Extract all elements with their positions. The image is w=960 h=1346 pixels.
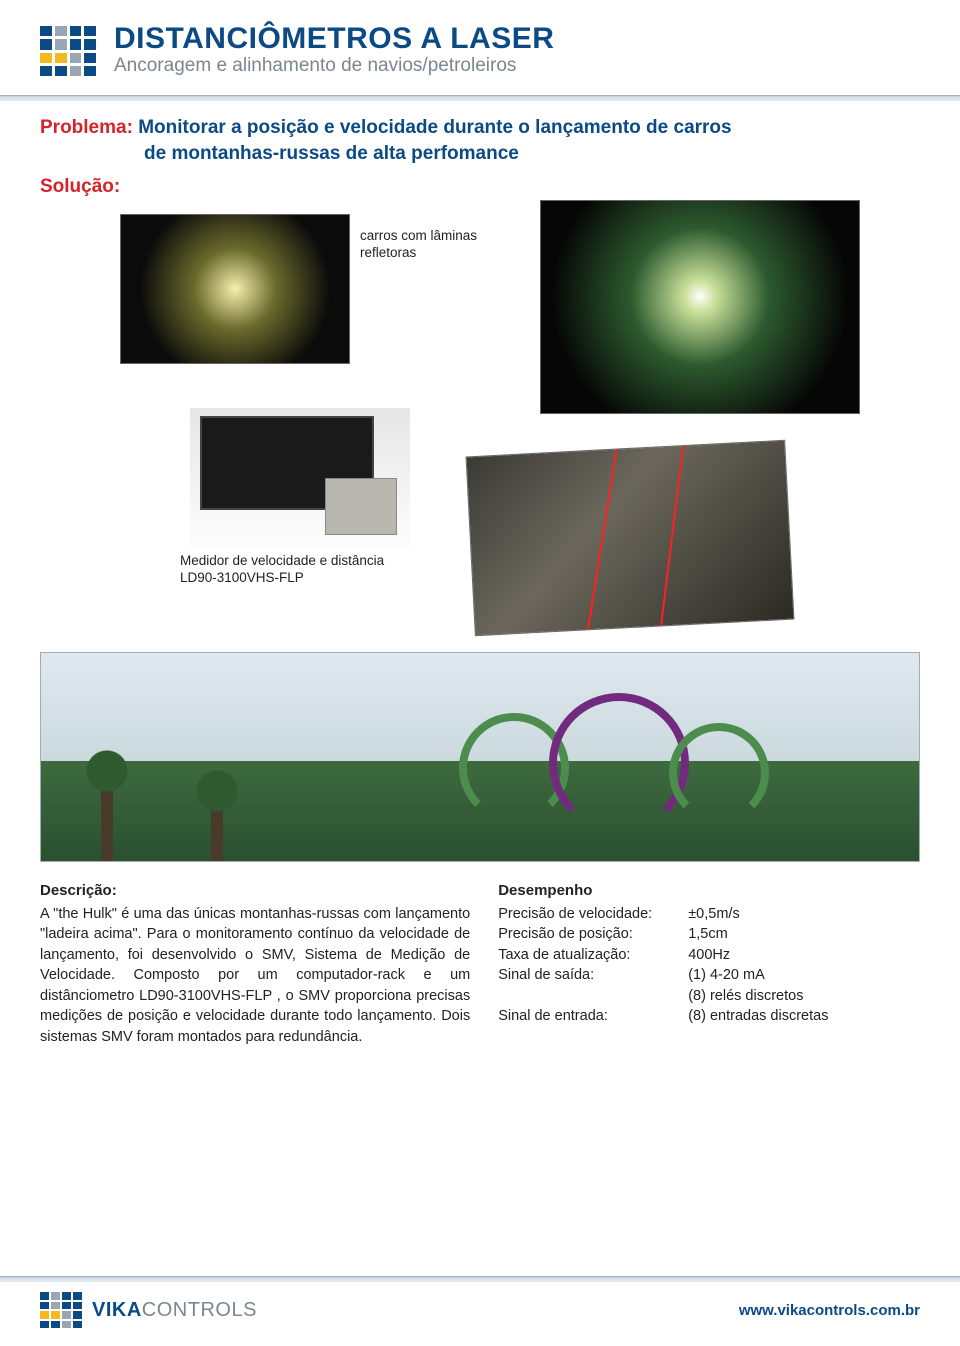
caption-device: Medidor de velocidade e distância LD90-3… [180,553,410,587]
spec-key: Sinal de entrada: [498,1006,688,1027]
header-titles: DISTANCIÔMETROS A LASER Ancoragem e alin… [114,22,554,77]
spec-value: 400Hz [688,945,920,966]
spec-key: Sinal de saída: [498,965,688,986]
image-device [190,408,410,548]
footer-brand-bold: VIKA [92,1299,142,1321]
page-subtitle: Ancoragem e alinhamento de navios/petrol… [114,55,554,77]
images-area: carros com lâminas refletoras Medidor de… [40,208,920,638]
spec-key: Precisão de velocidade: [498,904,688,925]
image-tunnel-1 [120,214,350,364]
description-column: Descrição: A "the Hulk" é uma das únicas… [40,880,470,1047]
page-header: DISTANCIÔMETROS A LASER Ancoragem e alin… [0,0,960,87]
description-heading: Descrição: [40,880,470,901]
problem-text-line2: de montanhas-russas de alta perfomance [144,141,519,167]
caption-reflectors: carros com lâminas refletoras [360,228,480,262]
spec-value: (8) relés discretos [688,986,920,1007]
spec-value: (8) entradas discretas [688,1006,920,1027]
page-footer: VIKACONTROLS www.vikacontrols.com.br [40,1292,920,1328]
divider-bottom [0,1276,960,1282]
footer-brand-text: VIKACONTROLS [92,1299,257,1322]
image-tunnel-2 [540,200,860,414]
image-panorama [40,652,920,862]
problem-block: Problema: Monitorar a posição e velocida… [40,115,920,166]
page-title: DISTANCIÔMETROS A LASER [114,22,554,55]
spec-row: Precisão de velocidade:±0,5m/s [498,904,920,925]
spec-value: 1,5cm [688,924,920,945]
performance-column: Desempenho Precisão de velocidade:±0,5m/… [498,880,920,1047]
spec-key: Taxa de atualização: [498,945,688,966]
problem-text-line1: Monitorar a posição e velocidade durante… [138,117,731,138]
spec-key [498,986,688,1007]
spec-row: Taxa de atualização:400Hz [498,945,920,966]
laser-line-icon [585,442,618,637]
divider-top [0,95,960,101]
spec-key: Precisão de posição: [498,924,688,945]
coaster-icon [459,683,799,833]
description-body: A "the Hulk" é uma das únicas montanhas-… [40,904,470,1048]
spec-row: Precisão de posição:1,5cm [498,924,920,945]
palm-icon [101,771,113,861]
image-track [466,440,795,637]
solution-label: Solução: [40,176,920,198]
footer-url: www.vikacontrols.com.br [739,1302,920,1319]
footer-brand-light: CONTROLS [142,1299,257,1321]
spec-value: ±0,5m/s [688,904,920,925]
performance-heading: Desempenho [498,880,920,901]
text-columns: Descrição: A "the Hulk" é uma das únicas… [0,880,960,1047]
brand-logo-icon [40,26,96,76]
spec-row: Sinal de saída:(1) 4-20 mA [498,965,920,986]
spec-value: (1) 4-20 mA [688,965,920,986]
problem-label: Problema: [40,117,133,138]
spec-row: Sinal de entrada:(8) entradas discretas [498,1006,920,1027]
footer-brand: VIKACONTROLS [40,1292,257,1328]
palm-icon [211,791,223,861]
laser-line-icon [659,440,685,636]
brand-logo-icon [40,1292,82,1328]
spec-row: (8) relés discretos [498,986,920,1007]
